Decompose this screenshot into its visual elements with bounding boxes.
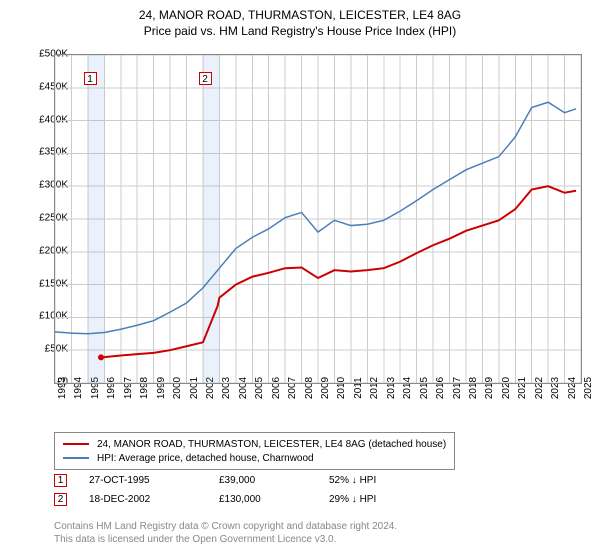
plot-area: 12 (54, 54, 582, 384)
transaction-marker: 1 (54, 474, 67, 487)
transaction-row: 2 18-DEC-2002£130,00029% ↓ HPI (54, 493, 449, 506)
series-line (101, 186, 576, 357)
legend-label: HPI: Average price, detached house, Char… (97, 453, 314, 464)
plot-svg (55, 55, 581, 383)
transaction-marker: 2 (54, 493, 67, 506)
transaction-date: 18-DEC-2002 (89, 494, 219, 505)
legend-swatch (63, 457, 89, 459)
chart-marker: 1 (84, 72, 97, 85)
chart-marker: 2 (199, 72, 212, 85)
series-line (55, 102, 576, 334)
chart-container: 24, MANOR ROAD, THURMASTON, LEICESTER, L… (0, 0, 600, 560)
legend: 24, MANOR ROAD, THURMASTON, LEICESTER, L… (54, 432, 455, 470)
footer-line-2: This data is licensed under the Open Gov… (54, 533, 397, 546)
chart-subtitle: Price paid vs. HM Land Registry's House … (0, 22, 600, 38)
transaction-delta: 29% ↓ HPI (329, 494, 449, 505)
transaction-delta: 52% ↓ HPI (329, 475, 449, 486)
legend-row: HPI: Average price, detached house, Char… (63, 451, 446, 465)
legend-row: 24, MANOR ROAD, THURMASTON, LEICESTER, L… (63, 437, 446, 451)
transaction-price: £130,000 (219, 494, 329, 505)
footer-attribution: Contains HM Land Registry data © Crown c… (54, 520, 397, 546)
legend-label: 24, MANOR ROAD, THURMASTON, LEICESTER, L… (97, 439, 446, 450)
footer-line-1: Contains HM Land Registry data © Crown c… (54, 520, 397, 533)
transaction-row: 1 27-OCT-1995£39,00052% ↓ HPI (54, 474, 449, 487)
chart-title: 24, MANOR ROAD, THURMASTON, LEICESTER, L… (0, 0, 600, 22)
transaction-price: £39,000 (219, 475, 329, 486)
transaction-date: 27-OCT-1995 (89, 475, 219, 486)
legend-swatch (63, 443, 89, 445)
transactions-table: 1 27-OCT-1995£39,00052% ↓ HPI 2 18-DEC-2002… (54, 474, 449, 512)
x-axis-label: 2025 (583, 377, 594, 399)
